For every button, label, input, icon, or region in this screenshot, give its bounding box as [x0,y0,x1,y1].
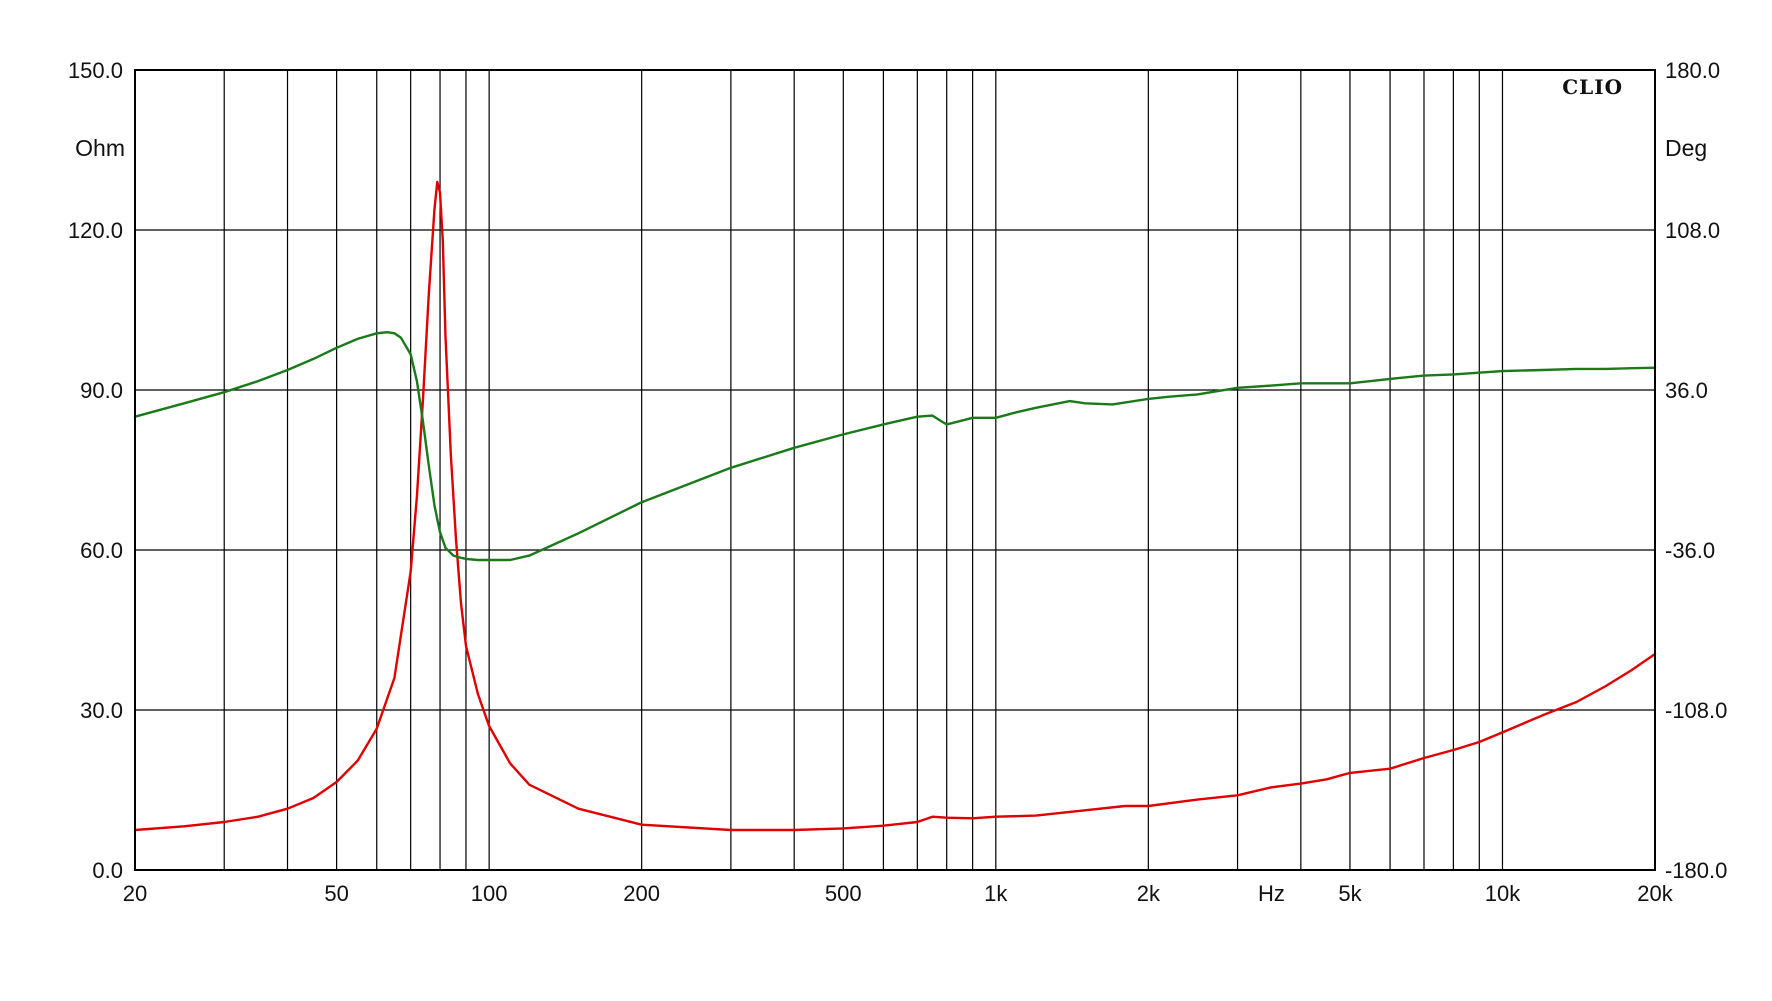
x-tick-label: 100 [471,881,508,906]
x-tick-label: 500 [825,881,862,906]
y-right-unit-label: Deg [1665,135,1707,161]
y-right-tick-label: -108.0 [1665,698,1727,723]
series-group [133,180,1657,832]
x-tick-label: 5k [1338,881,1362,906]
impedance-curve [133,180,1657,832]
y-right-tick-label: 108.0 [1665,218,1720,243]
x-tick-label: 20 [123,881,147,906]
x-tick-label: 1k [984,881,1008,906]
y-left-tick-label: 30.0 [80,698,123,723]
y-left-tick-label: 90.0 [80,378,123,403]
x-tick-label: 200 [623,881,660,906]
x-unit-label: Hz [1258,881,1285,906]
y-right-tick-label: -180.0 [1665,858,1727,883]
phase-curve [133,331,1657,562]
x-tick-label: 2k [1137,881,1161,906]
y-right-tick-label: 36.0 [1665,378,1708,403]
y-left-tick-label: 150.0 [68,58,123,83]
y-right-tick-label: 180.0 [1665,58,1720,83]
plot-frame [134,69,1656,871]
brand-logo: CLIO [1562,75,1623,99]
x-tick-label: 10k [1485,881,1521,906]
y-left-tick-label: 120.0 [68,218,123,243]
x-tick-label: 20k [1637,881,1673,906]
y-left-unit-label: Ohm [75,135,125,161]
y-left-tick-label: 0.0 [92,858,123,883]
x-tick-label: 50 [324,881,348,906]
axis-labels: 20 50 100 200 500 1k 2k 5k 10k 20k 0.0 30.0 60.0 90.0… [68,58,1727,906]
y-left-tick-label: 60.0 [80,538,123,563]
y-right-tick-label: -36.0 [1665,538,1715,563]
